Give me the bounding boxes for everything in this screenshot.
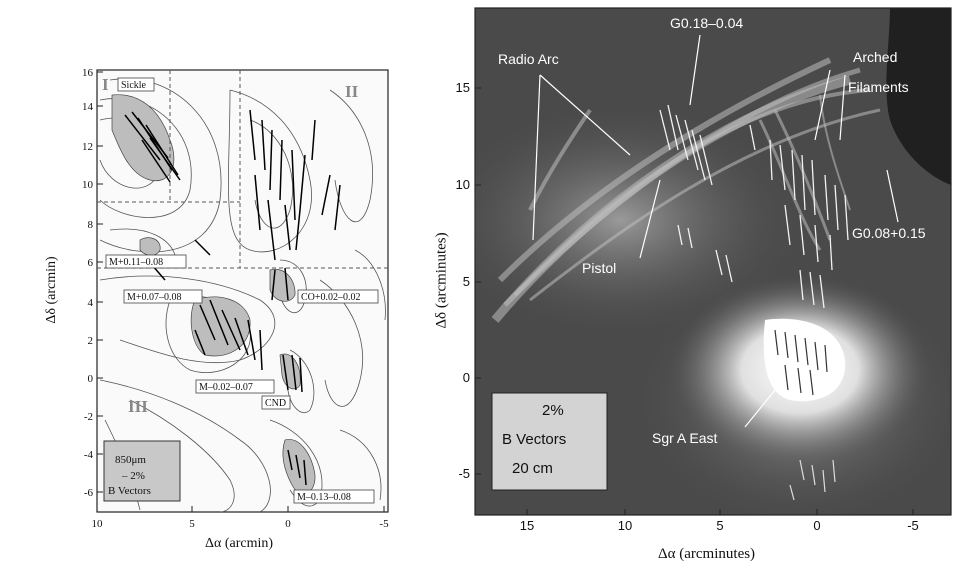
left-legend-box (103, 440, 181, 502)
label-cnd: CND (265, 398, 286, 409)
left-ytick-m4: -4 (84, 449, 94, 461)
left-figure-panel: 16 14 12 10 8 6 4 2 0 -2 -4 -6 10 5 0 -5… (0, 0, 420, 571)
left-ytick-m2: -2 (84, 411, 93, 423)
right-legend-vectors: B Vectors (502, 431, 566, 448)
left-ytick-8: 8 (88, 219, 94, 231)
right-map-svg: 15 10 5 0 -5 15 10 5 0 -5 Radio Arc G0.1… (456, 7, 952, 533)
left-legend-scale: – 2% (121, 470, 145, 482)
right-xtick-10: 10 (618, 518, 632, 533)
label-m013: M–0.13–0.08 (297, 492, 351, 503)
left-dashed-dividers (97, 70, 388, 269)
left-xtick-m5: -5 (379, 518, 389, 530)
right-ytick-0: 0 (463, 370, 470, 385)
label-sickle: Sickle (121, 80, 147, 91)
right-legend-scale: 2% (542, 402, 564, 419)
left-ytick-4: 4 (88, 297, 94, 309)
label-co: CO+0.02–0.02 (301, 292, 361, 303)
left-ytick-0: 0 (88, 373, 94, 385)
label-sgr-a-east: Sgr A East (652, 430, 717, 446)
quadrant-II: II (345, 82, 359, 101)
left-xtick-5: 5 (189, 518, 195, 530)
left-legend-vectors: B Vectors (108, 485, 151, 497)
label-pistol: Pistol (582, 260, 616, 276)
right-xtick-15: 15 (520, 518, 534, 533)
right-xtick-0: 0 (813, 518, 820, 533)
right-xtick-5: 5 (716, 518, 723, 533)
label-g008: G0.08+0.15 (852, 225, 926, 241)
left-ytick-12: 12 (82, 141, 93, 153)
label-m011: M+0.11–0.08 (109, 257, 163, 268)
right-ytick-5: 5 (463, 274, 470, 289)
left-ticks (96, 71, 385, 512)
label-m002: M–0.02–0.07 (199, 382, 253, 393)
annotation-arrows (532, 34, 899, 428)
right-b-vectors (659, 104, 849, 309)
left-legend-wavelength: 850μm (115, 454, 146, 466)
left-x-axis-label: Δα (arcmin) (205, 536, 274, 551)
right-x-axis-label: Δα (arcminutes) (658, 546, 756, 562)
right-legend-wavelength: 20 cm (512, 460, 553, 477)
right-ytick-15: 15 (456, 80, 470, 95)
right-ticks (475, 87, 914, 515)
label-g018: G0.18–0.04 (670, 15, 743, 31)
right-ytick-m5: -5 (458, 466, 470, 481)
left-map-svg: 16 14 12 10 8 6 4 2 0 -2 -4 -6 10 5 0 -5… (82, 67, 389, 530)
left-ytick-2: 2 (88, 335, 94, 347)
left-xtick-0: 0 (285, 518, 291, 530)
left-ytick-6: 6 (88, 257, 94, 269)
left-ytick-14: 14 (82, 101, 94, 113)
left-ytick-16: 16 (82, 67, 94, 79)
left-y-axis-label: Δδ (arcmin) (44, 256, 59, 324)
left-ytick-m6: -6 (84, 487, 94, 499)
left-ytick-10: 10 (82, 179, 94, 191)
right-y-axis-label: Δδ (arcminutes) (433, 232, 450, 329)
quadrant-III: III (128, 397, 148, 416)
right-figure-panel: 15 10 5 0 -5 15 10 5 0 -5 Radio Arc G0.1… (420, 0, 959, 571)
label-m007: M+0.07–0.08 (127, 292, 182, 303)
right-xtick-m5: -5 (907, 518, 919, 533)
label-arched-line1: Arched (853, 49, 897, 65)
left-b-vectors (124, 109, 341, 486)
quadrant-I: I (102, 75, 109, 94)
right-ytick-10: 10 (456, 177, 470, 192)
left-xtick-10: 10 (92, 518, 104, 530)
label-arched-line2: Filaments (848, 79, 909, 95)
right-legend-box (491, 392, 608, 491)
label-radio-arc: Radio Arc (498, 51, 559, 67)
